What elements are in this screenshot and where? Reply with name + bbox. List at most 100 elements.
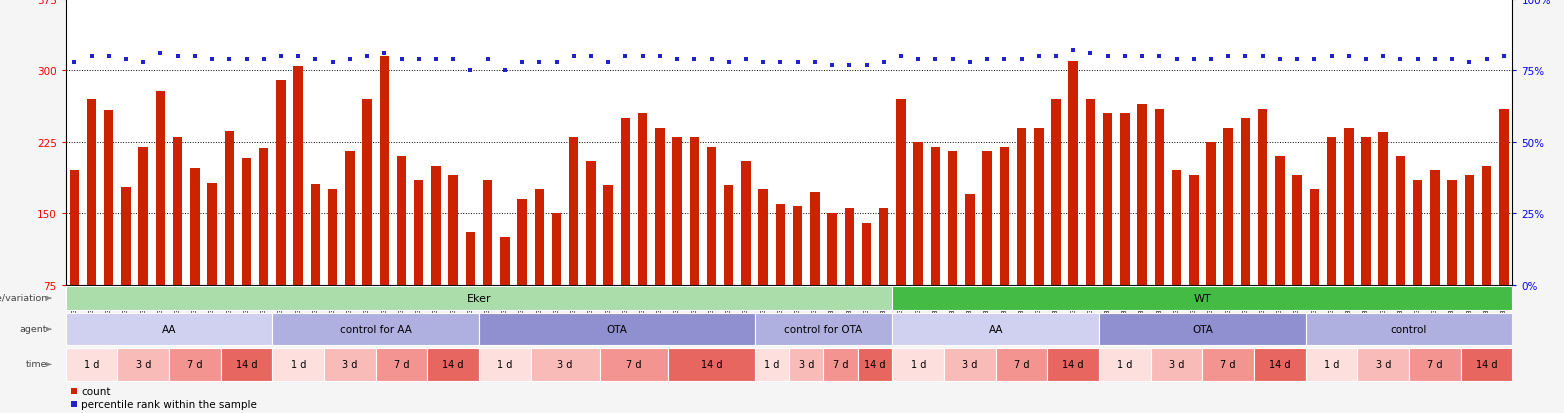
Text: control for AA: control for AA: [339, 324, 411, 335]
Bar: [1099, 348, 1151, 381]
Point: [1060, 48, 1085, 55]
Point: [338, 57, 363, 63]
Bar: [260, 149, 269, 285]
Bar: [1395, 157, 1404, 285]
Bar: [1306, 313, 1512, 346]
Point: [906, 57, 931, 63]
Point: [1318, 54, 1343, 60]
Bar: [824, 348, 859, 381]
Point: [613, 54, 638, 60]
Point: [802, 59, 827, 66]
Point: [475, 57, 500, 63]
Bar: [1292, 176, 1301, 285]
Text: 14 d: 14 d: [1476, 359, 1497, 370]
Bar: [1343, 128, 1353, 285]
Point: [97, 54, 122, 60]
Text: WT: WT: [1193, 293, 1211, 304]
Bar: [449, 176, 458, 285]
Point: [1301, 57, 1326, 63]
Text: control for OTA: control for OTA: [785, 324, 863, 335]
Point: [1353, 57, 1378, 63]
Bar: [518, 199, 527, 285]
Bar: [788, 348, 824, 381]
Bar: [225, 132, 235, 285]
Bar: [1412, 180, 1422, 285]
Bar: [1254, 348, 1306, 381]
Bar: [1461, 348, 1512, 381]
Bar: [859, 348, 893, 381]
Bar: [1189, 176, 1198, 285]
Bar: [139, 147, 149, 285]
Text: 14 d: 14 d: [443, 359, 465, 370]
Point: [1146, 54, 1171, 60]
Point: [716, 59, 741, 66]
Text: control: control: [1390, 324, 1428, 335]
Bar: [1309, 190, 1318, 285]
Text: 1 d: 1 d: [1323, 359, 1339, 370]
Point: [235, 57, 260, 63]
Bar: [1464, 176, 1473, 285]
Bar: [965, 195, 974, 285]
Point: [527, 59, 552, 66]
Point: [1439, 57, 1464, 63]
Point: [61, 401, 86, 408]
Bar: [759, 190, 768, 285]
Text: 7 d: 7 d: [394, 359, 410, 370]
Bar: [1151, 348, 1203, 381]
Text: 3 d: 3 d: [962, 359, 978, 370]
Point: [1198, 57, 1223, 63]
Bar: [1034, 128, 1043, 285]
Bar: [948, 152, 957, 285]
Text: 3 d: 3 d: [136, 359, 150, 370]
Point: [1404, 57, 1429, 63]
Point: [355, 54, 380, 60]
Point: [1284, 57, 1309, 63]
Bar: [380, 57, 389, 285]
Text: AA: AA: [161, 324, 177, 335]
Point: [303, 57, 328, 63]
Point: [1078, 51, 1103, 57]
Point: [1250, 54, 1275, 60]
Point: [768, 59, 793, 66]
Bar: [1171, 171, 1181, 285]
Text: 7 d: 7 d: [626, 359, 641, 370]
Bar: [1154, 109, 1164, 285]
Point: [579, 54, 604, 60]
Text: 1 d: 1 d: [291, 359, 307, 370]
Point: [785, 59, 810, 66]
Point: [820, 62, 845, 69]
Bar: [432, 166, 441, 285]
Point: [1043, 54, 1068, 60]
Point: [751, 59, 776, 66]
Point: [682, 57, 707, 63]
Point: [1164, 57, 1189, 63]
Bar: [621, 119, 630, 285]
Text: genotype/variation: genotype/variation: [0, 293, 47, 302]
Bar: [1358, 348, 1409, 381]
Text: Eker: Eker: [466, 293, 491, 304]
Bar: [414, 180, 424, 285]
Bar: [1361, 138, 1370, 285]
Point: [269, 54, 294, 60]
Text: 1 d: 1 d: [1117, 359, 1132, 370]
Bar: [741, 161, 751, 285]
Point: [1456, 59, 1481, 66]
Bar: [156, 92, 166, 285]
Bar: [754, 348, 788, 381]
Text: 3 d: 3 d: [343, 359, 358, 370]
Point: [1232, 54, 1257, 60]
Point: [888, 54, 913, 60]
Bar: [363, 100, 372, 285]
Bar: [862, 223, 871, 285]
Bar: [810, 193, 820, 285]
Text: 14 d: 14 d: [1062, 359, 1084, 370]
Text: 1 d: 1 d: [497, 359, 513, 370]
Bar: [1498, 109, 1509, 285]
Point: [1181, 57, 1206, 63]
Bar: [535, 190, 544, 285]
Point: [424, 57, 449, 63]
Bar: [1306, 348, 1358, 381]
Text: percentile rank within the sample: percentile rank within the sample: [81, 399, 256, 409]
Bar: [1137, 104, 1146, 285]
Text: 7 d: 7 d: [188, 359, 203, 370]
